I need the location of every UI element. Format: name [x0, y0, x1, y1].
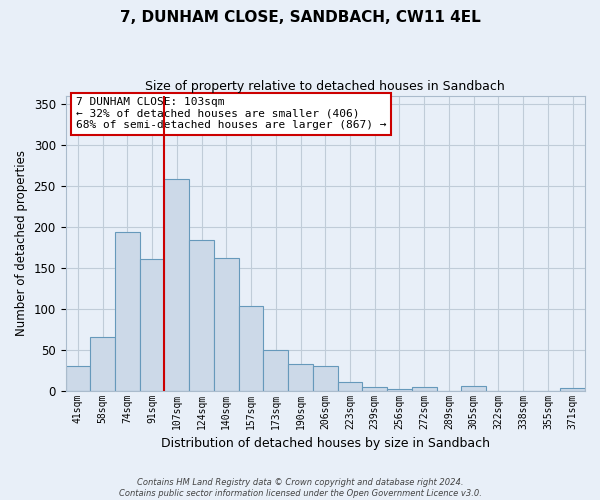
Bar [362, 386, 387, 390]
X-axis label: Distribution of detached houses by size in Sandbach: Distribution of detached houses by size … [161, 437, 490, 450]
Bar [313, 366, 338, 390]
Bar [239, 306, 263, 390]
Bar [263, 350, 288, 391]
Bar [189, 240, 214, 390]
Bar [164, 179, 189, 390]
Text: 7, DUNHAM CLOSE, SANDBACH, CW11 4EL: 7, DUNHAM CLOSE, SANDBACH, CW11 4EL [119, 10, 481, 25]
Bar [90, 338, 115, 390]
Bar [214, 258, 239, 390]
Text: Contains HM Land Registry data © Crown copyright and database right 2024.
Contai: Contains HM Land Registry data © Crown c… [119, 478, 481, 498]
Bar [115, 232, 140, 390]
Bar [65, 366, 90, 390]
Y-axis label: Number of detached properties: Number of detached properties [15, 150, 28, 336]
Bar [560, 388, 585, 390]
Bar [461, 386, 486, 390]
Text: 7 DUNHAM CLOSE: 103sqm
← 32% of detached houses are smaller (406)
68% of semi-de: 7 DUNHAM CLOSE: 103sqm ← 32% of detached… [76, 97, 386, 130]
Bar [288, 364, 313, 390]
Bar [387, 389, 412, 390]
Bar [338, 382, 362, 390]
Bar [412, 386, 437, 390]
Title: Size of property relative to detached houses in Sandbach: Size of property relative to detached ho… [145, 80, 505, 93]
Bar [140, 260, 164, 390]
